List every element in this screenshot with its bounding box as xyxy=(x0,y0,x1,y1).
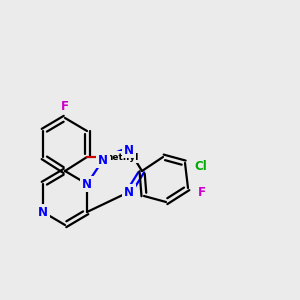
Text: N: N xyxy=(124,185,134,199)
Text: Cl: Cl xyxy=(195,160,207,173)
Text: methyl: methyl xyxy=(103,152,139,161)
Text: N: N xyxy=(98,154,108,166)
Text: O: O xyxy=(102,151,112,164)
Text: F: F xyxy=(198,185,206,199)
Text: F: F xyxy=(61,100,69,112)
Text: N: N xyxy=(38,206,48,218)
Text: N: N xyxy=(124,143,134,157)
Text: N: N xyxy=(82,178,92,190)
